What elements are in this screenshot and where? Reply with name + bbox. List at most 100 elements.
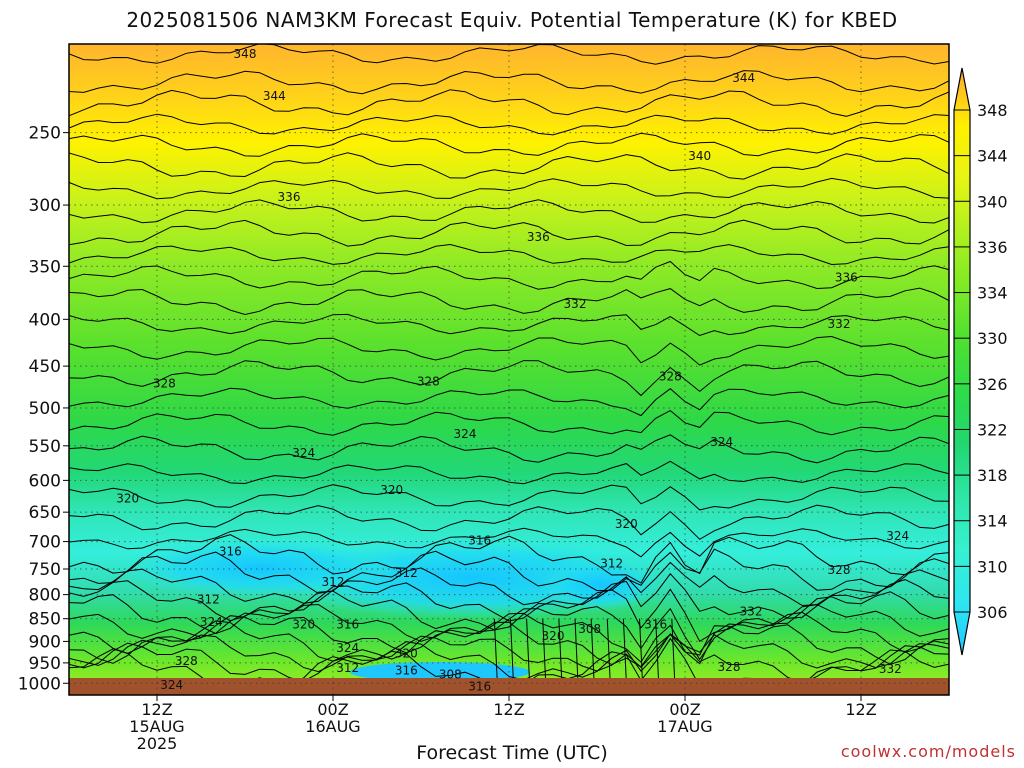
ground-surface: [69, 678, 949, 695]
x-tick-label-0-0: 12Z: [141, 700, 172, 719]
colorbar-label-334: 334: [977, 284, 1008, 303]
x-tick-label-4-0: 12Z: [845, 700, 876, 719]
contour-label-6: 336: [835, 270, 858, 284]
contour-label-30: 308: [578, 622, 601, 636]
contour-label-14: 324: [710, 435, 733, 449]
contour-label-35: 328: [175, 654, 198, 668]
contour-vertical-6: [590, 618, 595, 684]
contour-label-1: 344: [263, 89, 286, 103]
y-tick-label-250: 250: [29, 124, 61, 144]
site-credit: coolwx.com/models: [840, 742, 1016, 761]
contour-line-10: [69, 260, 949, 290]
colorbar-label-340: 340: [977, 192, 1008, 211]
contour-line-22: [69, 534, 949, 584]
x-tick-label-1-0: 00Z: [317, 700, 348, 719]
contour-line-9: [69, 243, 949, 266]
contour-line-23: [69, 548, 949, 594]
contour-label-5: 336: [527, 230, 550, 244]
contour-label-24: 312: [600, 557, 623, 571]
contour-vertical-7: [606, 618, 611, 684]
x-tick-label-1-1: 16AUG: [305, 717, 360, 736]
contour-line-7: [69, 199, 949, 224]
contour-label-19: 316: [219, 545, 242, 559]
x-axis-label: Forecast Time (UTC): [416, 742, 608, 764]
contour-label-0: 348: [234, 47, 257, 61]
y-tick-label-1000: 1000: [18, 674, 61, 694]
contour-line-25: [69, 573, 949, 622]
y-tick-label-400: 400: [29, 310, 61, 330]
contour-line-21: [69, 527, 949, 558]
colorbar-label-344: 344: [977, 147, 1008, 166]
contour-label-42: 316: [468, 679, 491, 693]
contour-label-13: 324: [454, 427, 477, 441]
contour-vertical-11: [671, 618, 676, 684]
contour-line-20: [69, 504, 949, 540]
contour-line-28: [69, 611, 949, 665]
contour-label-26: 332: [740, 605, 763, 619]
contour-line-18: [69, 460, 949, 485]
contour-label-32: 320: [542, 629, 565, 643]
contour-label-9: 328: [153, 376, 176, 390]
y-tick-label-700: 700: [29, 533, 61, 553]
colorbar-label-310: 310: [977, 557, 1008, 576]
contour-label-31: 316: [644, 617, 667, 631]
y-tick-label-750: 750: [29, 560, 61, 580]
x-tick-label-3-1: 17AUG: [657, 717, 712, 736]
contour-vertical-8: [622, 618, 627, 684]
contour-label-23: 312: [395, 566, 418, 580]
contour-label-21: 312: [197, 593, 220, 607]
contour-label-8: 332: [828, 317, 851, 331]
contour-label-25: 328: [828, 563, 851, 577]
y-tick-label-600: 600: [29, 471, 61, 491]
contour-vertical-10: [655, 618, 660, 684]
contour-label-33: 324: [336, 641, 359, 655]
contour-label-27: 324: [200, 615, 223, 629]
contour-line-15: [69, 387, 949, 417]
contour-label-3: 340: [688, 149, 711, 163]
cold-pocket-2: [120, 538, 400, 598]
y-tick-label-300: 300: [29, 196, 61, 216]
contour-label-39: 328: [718, 660, 741, 674]
colorbar: 306 310 314 318 322 326 330 334 336 340 344 348: [953, 67, 1008, 656]
colorbar-label-318: 318: [977, 466, 1008, 485]
contour-label-7: 332: [564, 297, 587, 311]
contour-line-24: [69, 561, 949, 607]
contour-label-4: 336: [278, 190, 301, 204]
colorbar-label-322: 322: [977, 420, 1008, 439]
contour-label-29: 316: [336, 617, 359, 631]
colorbar-label-336: 336: [977, 238, 1008, 257]
y-tick-label-900: 900: [29, 632, 61, 652]
contour-vertical-2: [526, 618, 531, 684]
contour-label-34: 320: [395, 647, 418, 661]
x-tick-label-2-0: 12Z: [493, 700, 524, 719]
contour-line-13: [69, 335, 949, 366]
contour-label-37: 316: [395, 663, 418, 677]
contour-vertical-5: [574, 618, 579, 684]
contour-label-16: 320: [380, 483, 403, 497]
colorbar-label-348: 348: [977, 101, 1008, 120]
colorbar-label-306: 306: [977, 603, 1008, 622]
contour-line-17: [69, 434, 949, 464]
contour-vertical-4: [558, 618, 563, 684]
contour-label-38: 308: [439, 667, 462, 681]
contour-labels: 348 344 344 340 336 336 336 332 332 328 328 328 324 3…: [116, 47, 909, 694]
contour-label-10: 328: [417, 375, 440, 389]
contour-vertical-0: [493, 618, 498, 684]
contour-vertical-1: [509, 618, 514, 684]
contour-label-12: 324: [292, 446, 315, 460]
y-tick-label-850: 850: [29, 610, 61, 630]
colorbar-label-326: 326: [977, 375, 1008, 394]
y-tick-label-450: 450: [29, 357, 61, 377]
cold-pocket-3: [540, 559, 660, 611]
contour-label-20: 316: [468, 533, 491, 547]
contour-line-6: [69, 177, 949, 200]
contour-label-15: 320: [116, 491, 139, 505]
contour-label-17: 320: [615, 517, 638, 531]
x-tick-label-0-2: 2025: [137, 734, 178, 753]
contour-label-22: 312: [322, 575, 345, 589]
chart-title: 2025081506 NAM3KM Forecast Equiv. Potent…: [126, 8, 898, 32]
pressure-axis: 2503003504004505005506006507007508008509…: [18, 124, 69, 694]
y-tick-label-500: 500: [29, 399, 61, 419]
contour-line-5: [69, 152, 949, 180]
